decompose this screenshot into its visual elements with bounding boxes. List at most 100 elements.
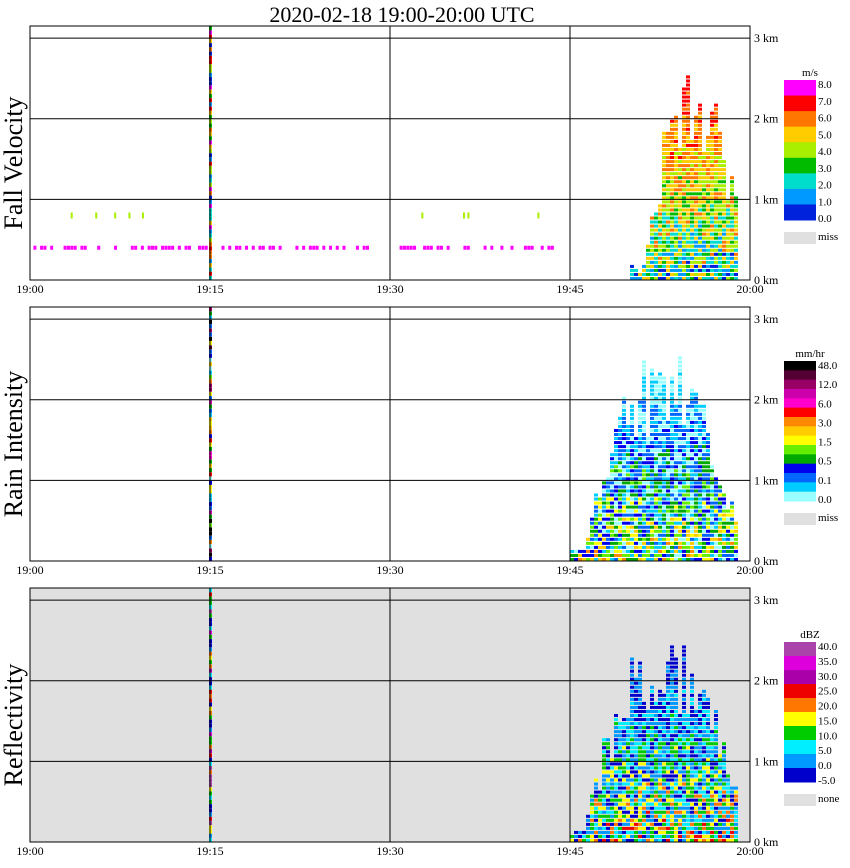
cell xyxy=(698,244,702,248)
cell xyxy=(710,180,714,184)
cell xyxy=(686,770,690,774)
cell xyxy=(642,521,646,525)
cell xyxy=(694,537,698,541)
cell xyxy=(614,541,618,545)
cell xyxy=(690,786,694,790)
cell xyxy=(726,533,730,537)
cell xyxy=(698,164,702,168)
cell xyxy=(694,176,698,180)
cell xyxy=(598,529,602,533)
cell xyxy=(642,818,646,822)
cell xyxy=(734,212,738,216)
cell xyxy=(614,437,618,441)
cell xyxy=(698,822,702,826)
cell xyxy=(626,517,630,521)
cell xyxy=(658,400,662,404)
cell xyxy=(234,245,238,250)
cell xyxy=(654,722,658,726)
cell xyxy=(650,766,654,770)
cell xyxy=(662,388,666,392)
cell xyxy=(714,525,718,529)
cell xyxy=(606,826,610,830)
cell xyxy=(678,517,682,521)
cell xyxy=(650,244,654,248)
cell xyxy=(726,794,730,798)
cell xyxy=(710,147,714,151)
cell xyxy=(674,204,678,208)
cell xyxy=(642,790,646,794)
cell xyxy=(606,517,610,521)
cell xyxy=(698,814,702,818)
cell xyxy=(678,212,682,216)
cell xyxy=(710,156,714,160)
cell xyxy=(670,392,674,396)
cell xyxy=(590,826,594,830)
cell xyxy=(674,445,678,449)
cell xyxy=(682,501,686,505)
cell xyxy=(614,794,618,798)
cell xyxy=(682,822,686,826)
cell xyxy=(706,505,710,509)
cell xyxy=(626,537,630,541)
cell xyxy=(734,208,738,212)
cell xyxy=(698,256,702,260)
cell xyxy=(622,722,626,726)
cell xyxy=(342,245,346,250)
cell xyxy=(662,200,666,204)
cell xyxy=(650,481,654,485)
cell xyxy=(670,529,674,533)
cell xyxy=(658,790,662,794)
cell xyxy=(622,770,626,774)
cell xyxy=(582,834,586,838)
cell xyxy=(674,180,678,184)
cell xyxy=(654,541,658,545)
cell xyxy=(622,469,626,473)
cell xyxy=(702,689,706,693)
cell xyxy=(682,160,686,164)
cell xyxy=(650,264,654,268)
cell xyxy=(638,525,642,529)
cell xyxy=(662,264,666,268)
cell xyxy=(634,705,638,709)
cell xyxy=(638,433,642,437)
cell xyxy=(698,834,702,838)
cell xyxy=(614,521,618,525)
cell xyxy=(670,541,674,545)
cell xyxy=(642,264,646,268)
cell xyxy=(606,489,610,493)
cell xyxy=(626,770,630,774)
cell xyxy=(658,553,662,557)
cell xyxy=(590,517,594,521)
cell xyxy=(694,416,698,420)
cell xyxy=(630,782,634,786)
cell xyxy=(690,754,694,758)
cell xyxy=(686,481,690,485)
cell xyxy=(666,469,670,473)
cell xyxy=(702,424,706,428)
legend-swatch xyxy=(784,435,816,446)
cell xyxy=(662,176,666,180)
cell xyxy=(654,445,658,449)
cell xyxy=(694,184,698,188)
cell xyxy=(642,541,646,545)
cell xyxy=(674,742,678,746)
cell xyxy=(646,730,650,734)
cell xyxy=(646,260,650,264)
cell xyxy=(670,228,674,232)
cell xyxy=(718,493,722,497)
cell xyxy=(726,240,730,244)
cell xyxy=(570,558,574,561)
cell xyxy=(650,461,654,465)
cell xyxy=(698,709,702,713)
cell xyxy=(666,758,670,762)
cell xyxy=(686,778,690,782)
cell xyxy=(698,445,702,449)
cell xyxy=(128,212,131,219)
cell xyxy=(650,814,654,818)
cell xyxy=(626,774,630,778)
cell xyxy=(654,260,658,264)
cell xyxy=(634,277,638,280)
cell xyxy=(702,714,706,718)
cell xyxy=(646,553,650,557)
cell xyxy=(594,786,598,790)
